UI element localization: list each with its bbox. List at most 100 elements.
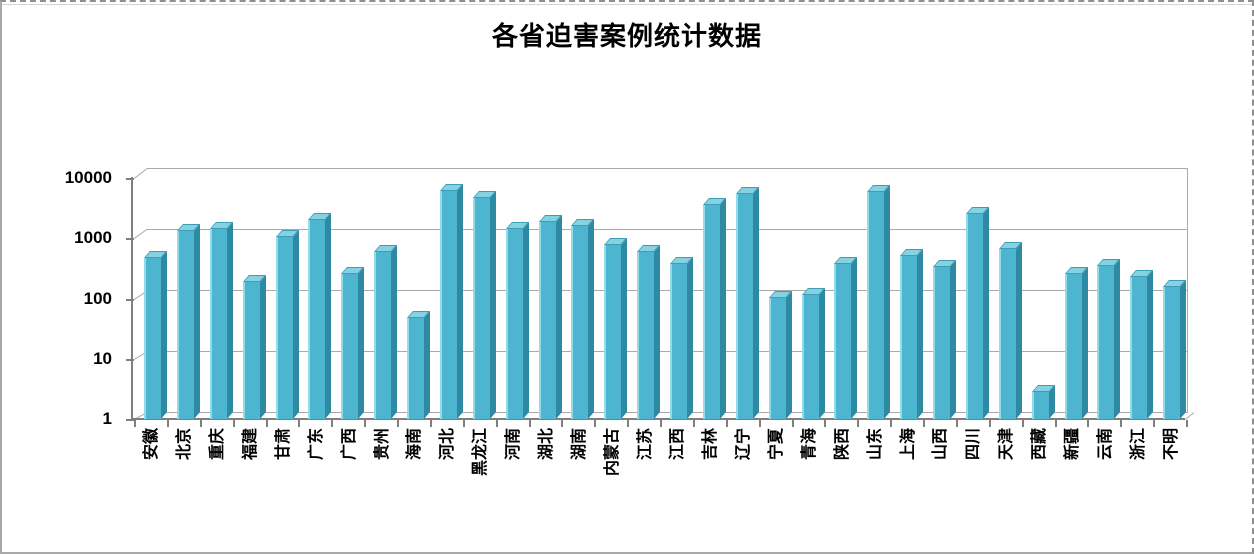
bar-front xyxy=(768,298,786,419)
bar-front xyxy=(998,248,1016,419)
x-axis-tick xyxy=(857,420,860,427)
y-axis-tick xyxy=(126,298,134,301)
bar-front xyxy=(834,263,852,419)
y-axis-tick xyxy=(126,238,134,241)
x-axis-label-cell: 四川 xyxy=(958,428,991,546)
x-axis-label-cell: 山东 xyxy=(859,428,892,546)
x-axis-tick xyxy=(331,420,334,427)
y-axis-line xyxy=(131,177,133,421)
bar xyxy=(637,245,661,419)
bar xyxy=(144,250,167,419)
x-axis-tick xyxy=(397,420,399,427)
x-axis-label-cell: 贵州 xyxy=(366,428,399,546)
x-axis-label: 湖南 xyxy=(570,428,588,461)
x-axis-label-cell: 青海 xyxy=(794,428,827,546)
bar xyxy=(933,259,956,419)
bar xyxy=(1097,258,1121,419)
bar-side-face xyxy=(391,245,398,419)
gridline xyxy=(147,351,1188,352)
bar xyxy=(735,186,759,419)
x-axis-label-cell: 云南 xyxy=(1089,428,1122,546)
bar-front xyxy=(1097,265,1115,419)
x-axis-tick xyxy=(627,420,630,427)
x-axis-tick xyxy=(594,420,597,427)
x-axis-label-cell: 浙江 xyxy=(1122,428,1155,546)
x-axis-label-cell: 山西 xyxy=(925,428,958,546)
x-axis-tick xyxy=(429,420,432,427)
bar-side-face xyxy=(719,197,726,419)
x-axis-label: 山东 xyxy=(866,428,884,461)
bar-side-face xyxy=(193,224,200,419)
bar-side-face xyxy=(621,237,628,419)
x-axis-label: 四川 xyxy=(965,428,983,461)
bar-front xyxy=(637,252,655,419)
x-axis-label-cell: 西藏 xyxy=(1024,428,1057,546)
x-axis-tick xyxy=(923,420,925,427)
x-axis-label-cell: 重庆 xyxy=(202,428,235,546)
bar-side-face xyxy=(818,288,825,419)
x-axis-label-cell: 上海 xyxy=(892,428,925,546)
x-axis-tick xyxy=(199,420,202,427)
bar-front xyxy=(505,228,523,419)
bar-front xyxy=(439,191,457,419)
bar xyxy=(702,197,726,419)
bar xyxy=(209,221,233,419)
bar-front xyxy=(702,204,720,419)
y-axis-label: 1000 xyxy=(74,228,112,248)
x-axis-label: 广东 xyxy=(307,428,325,461)
bar-side-face xyxy=(292,230,299,419)
bar xyxy=(407,311,430,419)
bar-front xyxy=(176,231,194,419)
bar-front xyxy=(571,225,589,419)
bar xyxy=(176,224,200,419)
bar xyxy=(1064,267,1088,419)
bar-side-face xyxy=(950,259,956,419)
gridline-connector xyxy=(134,229,148,240)
bar xyxy=(1130,269,1154,419)
bar xyxy=(538,214,562,419)
x-axis-label: 辽宁 xyxy=(735,428,753,461)
x-axis-label: 福建 xyxy=(242,428,260,461)
bar-front xyxy=(1064,274,1082,419)
x-axis-tick xyxy=(1120,420,1123,427)
x-axis-label-cell: 辽宁 xyxy=(728,428,761,546)
x-axis-tick xyxy=(298,420,301,427)
bar-side-face xyxy=(917,248,924,419)
x-axis-tick xyxy=(824,420,827,427)
x-axis-label-cell: 内蒙古 xyxy=(596,428,629,546)
bar xyxy=(242,275,266,419)
x-axis-tick xyxy=(462,420,465,427)
x-axis-tick xyxy=(561,420,564,427)
x-axis-tick xyxy=(1186,420,1188,427)
x-axis-label-cell: 江苏 xyxy=(629,428,662,546)
bar xyxy=(308,213,332,419)
x-axis-label: 天津 xyxy=(998,428,1016,461)
x-axis-label: 上海 xyxy=(899,428,917,461)
y-axis-label: 1 xyxy=(102,409,112,428)
x-axis-label-cell: 安徽 xyxy=(136,428,169,546)
bar-side-face xyxy=(489,190,496,419)
x-axis-tick xyxy=(134,420,136,427)
bar-side-face xyxy=(687,256,693,419)
bar-side-face xyxy=(1081,267,1088,419)
x-axis-label: 云南 xyxy=(1096,428,1114,461)
x-axis-label: 黑龙江 xyxy=(472,428,490,477)
x-axis-tick xyxy=(364,420,367,427)
y-axis-label: 10000 xyxy=(64,168,112,187)
bar-front xyxy=(900,255,918,419)
x-axis-label: 西藏 xyxy=(1031,428,1049,461)
bar xyxy=(1163,280,1187,419)
bar xyxy=(834,256,858,419)
bar-front xyxy=(407,318,424,419)
bar-front xyxy=(604,244,622,419)
bar-side-face xyxy=(1015,241,1022,419)
bar-side-face xyxy=(325,213,332,419)
x-axis-label: 河南 xyxy=(505,428,523,461)
x-axis-tick xyxy=(265,420,268,427)
bar-side-face xyxy=(752,186,759,419)
x-axis-label: 北京 xyxy=(176,428,194,461)
y-axis-label: 10 xyxy=(93,348,112,368)
bar xyxy=(604,237,628,419)
